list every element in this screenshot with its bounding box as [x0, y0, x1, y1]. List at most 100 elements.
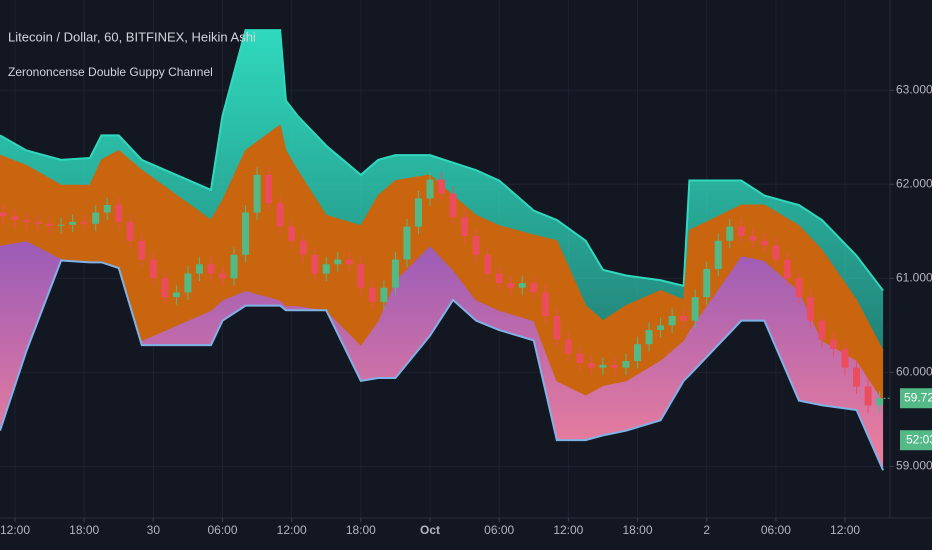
candle-body [853, 367, 861, 387]
candle-body [414, 198, 422, 227]
candle-body [772, 245, 780, 260]
candle-body [253, 174, 261, 213]
x-tick-label: 18:00 [69, 523, 99, 537]
candle-body [276, 203, 284, 227]
candle-body [484, 254, 492, 274]
x-tick-label: Oct [420, 523, 440, 537]
candle-body [426, 179, 434, 199]
upper-line [0, 29, 884, 292]
candle-body [714, 240, 722, 269]
candle-body [541, 292, 549, 316]
candle-body [830, 339, 838, 349]
candle-body [322, 264, 330, 274]
candle-body [668, 315, 676, 326]
candle-body [265, 174, 273, 204]
candle-body [599, 364, 607, 368]
candle-body [172, 292, 180, 298]
candle-body [737, 226, 745, 237]
candle-body [449, 193, 457, 218]
candle-body [703, 268, 711, 298]
candle-body [103, 204, 111, 213]
candle-body [345, 259, 353, 265]
candle-body [564, 339, 572, 354]
candle-body [357, 264, 365, 288]
chart-title: Litecoin / Dollar, 60, BITFINEX, Heikin … [8, 29, 256, 44]
axes: 63.000 62.000 61.000 60.000 59.000 12:00 18:00… [0, 82, 932, 537]
candle-body [11, 216, 19, 221]
indicator-name: Zerononcense Double Guppy Channel [8, 65, 213, 79]
candle-body [368, 287, 376, 302]
candle-body [818, 320, 826, 340]
candle-body [403, 226, 411, 260]
candle-body [438, 179, 446, 194]
candle-body [518, 283, 526, 288]
candle-body [507, 283, 515, 288]
candle-body [760, 240, 768, 246]
candle-body [288, 226, 296, 241]
channel-fill [0, 125, 884, 401]
y-tick-label: 59.000 [896, 459, 932, 473]
candle-body [46, 223, 54, 226]
candle-body [495, 273, 503, 284]
candle-body [391, 259, 399, 288]
candle-body [311, 254, 319, 274]
candle-body [299, 240, 307, 255]
candle-body [149, 259, 157, 279]
candle-body [610, 364, 618, 368]
lower-ribbon-fill [0, 240, 884, 471]
candle-body [553, 315, 561, 340]
candle-body [115, 204, 123, 222]
candle-body [80, 221, 88, 224]
candle-body [634, 344, 642, 362]
x-tick-label: 18:00 [623, 523, 653, 537]
y-tick-label: 63.000 [896, 82, 932, 96]
x-tick-label: 12:00 [830, 523, 860, 537]
x-tick-label: 12:00 [0, 523, 30, 537]
guppy-channel [0, 29, 884, 471]
candle-body [34, 221, 42, 224]
candle-body [184, 273, 192, 293]
x-tick-label: 18:00 [346, 523, 376, 537]
candle-body [841, 348, 849, 368]
y-tick-label: 62.000 [896, 176, 932, 190]
candles [0, 167, 884, 413]
candle-body [530, 283, 538, 293]
x-tick-label: 12:00 [553, 523, 583, 537]
candle-body [806, 297, 814, 321]
candle-body [23, 220, 31, 222]
candle-body [230, 254, 238, 279]
countdown-tag [900, 430, 932, 451]
countdown-label: 52:03 [906, 432, 932, 446]
candle-body [749, 236, 757, 241]
candle-body [161, 278, 169, 298]
candle-body [195, 264, 203, 274]
lower-line [0, 259, 884, 471]
candle-body [783, 259, 791, 279]
candle-body [645, 330, 653, 345]
candle-body [57, 224, 65, 226]
candle-body [219, 273, 226, 279]
candle-body [680, 315, 688, 321]
upper-ribbon-fill [0, 30, 884, 351]
candle-body [207, 264, 215, 274]
candle-body [864, 386, 872, 406]
candle-body [691, 297, 699, 321]
candle-body [876, 398, 884, 406]
y-tick-label: 60.000 [896, 365, 932, 379]
candle-body [69, 221, 77, 225]
x-tick-label: 06:00 [761, 523, 791, 537]
last-price-tag [900, 388, 932, 409]
y-tick-label: 61.000 [896, 271, 932, 285]
x-tick-label: 30 [147, 523, 161, 537]
candle-body [0, 212, 7, 217]
last-price-label: 59.725 [904, 390, 932, 404]
candle-body [461, 217, 469, 237]
candle-body [622, 361, 630, 368]
candle-body [126, 221, 134, 241]
x-tick-label: 06:00 [484, 523, 514, 537]
candle-body [587, 362, 595, 368]
x-tick-label: 2 [703, 523, 710, 537]
candle-body [242, 212, 250, 255]
